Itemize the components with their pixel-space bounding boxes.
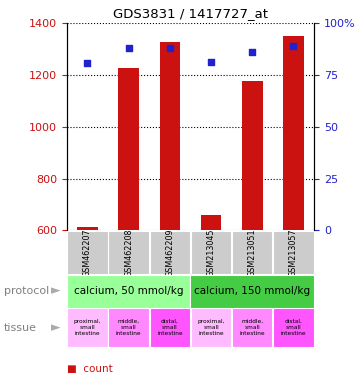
Bar (118, 68, 139, 230)
Text: calcium, 50 mmol/kg: calcium, 50 mmol/kg (74, 286, 183, 296)
Bar (201, 215, 221, 230)
Text: GSM213057: GSM213057 (289, 228, 298, 277)
Bar (191, 275, 314, 308)
Bar (232, 308, 273, 348)
Point (291, 43, 296, 50)
Text: middle,
small
intestine: middle, small intestine (116, 319, 142, 336)
Bar (77, 227, 98, 230)
Bar (191, 308, 231, 348)
Point (249, 48, 255, 55)
Point (126, 45, 131, 51)
Bar (283, 36, 304, 230)
Bar (242, 81, 262, 230)
Bar (149, 231, 190, 274)
Text: proximal,
small
intestine: proximal, small intestine (74, 319, 101, 336)
Text: distal,
small
intestine: distal, small intestine (280, 319, 306, 336)
Bar (232, 231, 273, 274)
Bar (108, 308, 149, 348)
Text: ►: ► (51, 285, 61, 298)
Text: GSM213045: GSM213045 (206, 228, 216, 277)
Text: ■  count: ■ count (67, 364, 113, 374)
Text: GSM462208: GSM462208 (124, 228, 133, 277)
Text: proximal,
small
intestine: proximal, small intestine (197, 319, 225, 336)
Bar (191, 231, 231, 274)
Title: GDS3831 / 1417727_at: GDS3831 / 1417727_at (113, 7, 268, 20)
Bar (67, 231, 108, 274)
Bar (273, 308, 314, 348)
Text: GSM462209: GSM462209 (165, 228, 174, 277)
Text: GSM213051: GSM213051 (248, 228, 257, 277)
Text: distal,
small
intestine: distal, small intestine (157, 319, 183, 336)
Text: GSM462207: GSM462207 (83, 228, 92, 277)
Bar (108, 231, 149, 274)
Bar (149, 308, 190, 348)
Text: calcium, 150 mmol/kg: calcium, 150 mmol/kg (194, 286, 310, 296)
Text: middle,
small
intestine: middle, small intestine (239, 319, 265, 336)
Point (84, 60, 90, 66)
Bar (160, 43, 180, 230)
Text: protocol: protocol (4, 286, 49, 296)
Bar (67, 275, 191, 308)
Bar (67, 308, 108, 348)
Point (167, 45, 173, 51)
Bar (273, 231, 314, 274)
Text: ►: ► (51, 321, 61, 334)
Text: tissue: tissue (4, 323, 36, 333)
Point (208, 60, 214, 66)
